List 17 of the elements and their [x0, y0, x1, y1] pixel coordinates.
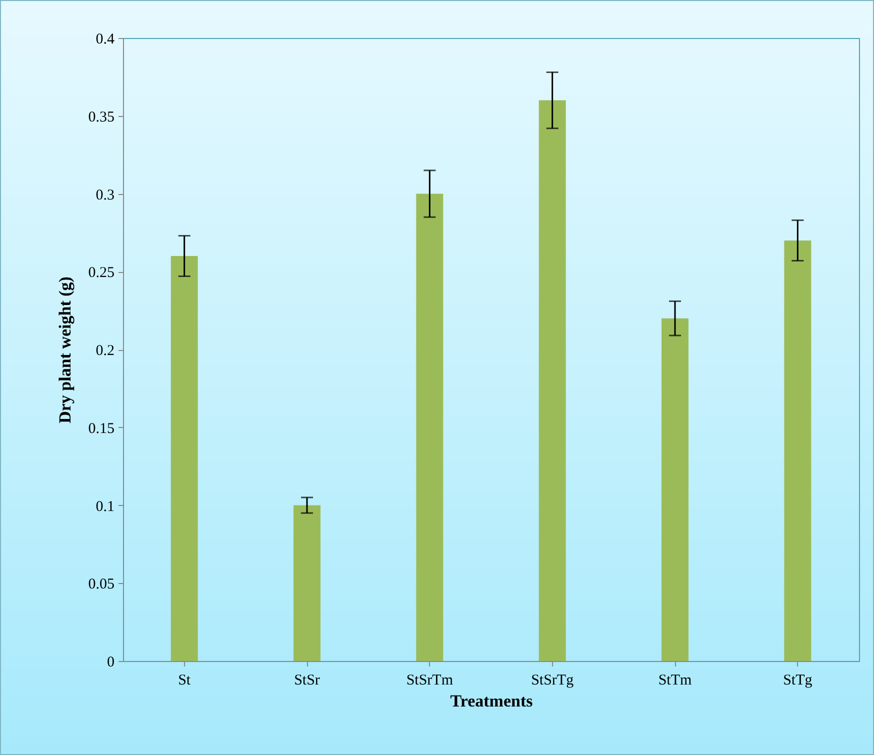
x-tick-label: StSrTg — [531, 672, 574, 688]
y-tick-label: 0.05 — [88, 576, 114, 593]
y-tick-label: 0.15 — [88, 420, 114, 437]
x-tick-label: StSr — [294, 672, 320, 688]
x-tick-label: StTm — [658, 672, 692, 688]
y-tick-label: 0.3 — [96, 187, 114, 204]
x-axis-title: Treatments — [450, 692, 534, 710]
y-axis-title: Dry plant weight (g) — [55, 276, 74, 424]
x-tick-label: StSrTm — [406, 672, 454, 688]
y-tick-label: 0.2 — [96, 343, 114, 359]
x-tick-label: St — [178, 672, 192, 688]
y-tick-label: 0.25 — [88, 265, 114, 282]
y-tick-label: 0.1 — [96, 498, 114, 515]
y-tick-label: 0 — [107, 654, 114, 670]
x-tick-label: StTg — [783, 672, 813, 688]
y-tick-label: 0.4 — [96, 32, 115, 48]
y-tick-label: 0.35 — [88, 109, 114, 126]
